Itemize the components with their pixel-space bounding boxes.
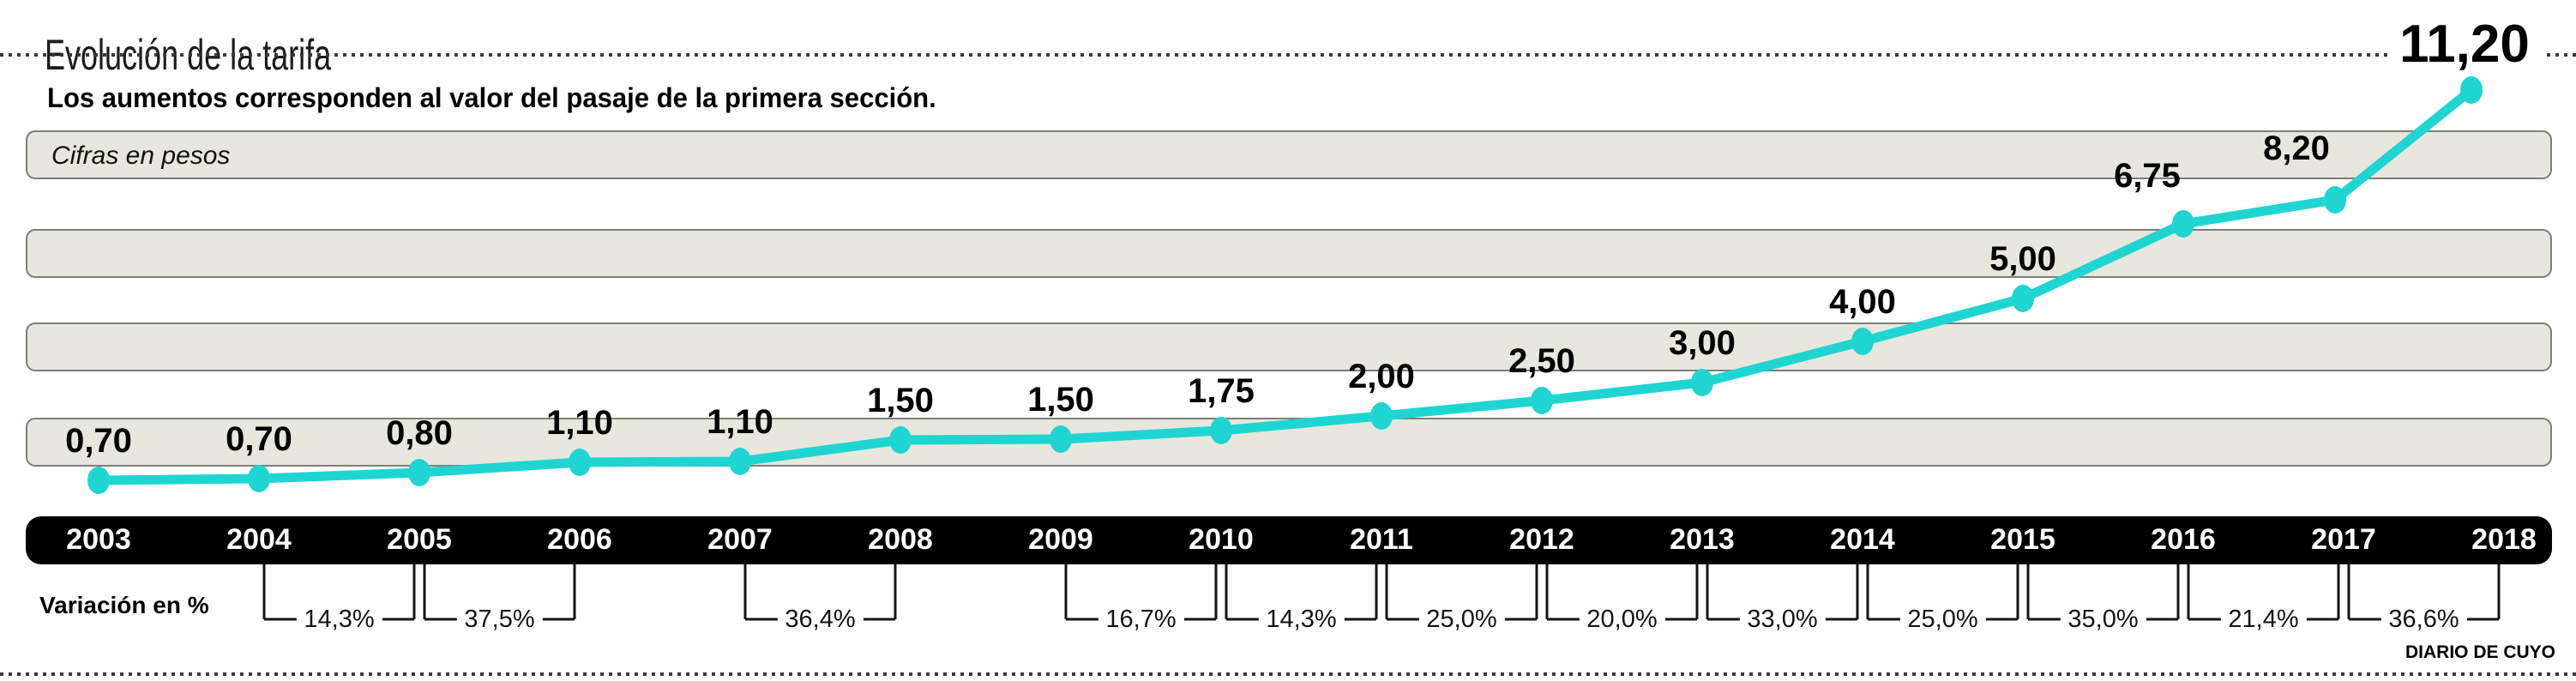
- units-note: Cifras en pesos: [51, 142, 231, 170]
- pct-change-label-2004-2005: 14,3%: [296, 605, 382, 634]
- fare-value-label-2005: 0,80: [386, 414, 453, 452]
- fare-point-2007: [729, 448, 751, 475]
- fare-value-label-2010: 1,75: [1188, 372, 1255, 410]
- fare-value-label-2009: 1,50: [1027, 381, 1094, 419]
- fare-value-label-2018: 11,20: [2387, 18, 2542, 71]
- year-label-2016: 2016: [2151, 523, 2216, 556]
- pct-change-label-2007-2008: 36,4%: [777, 605, 864, 634]
- fare-point-2015: [2012, 285, 2034, 312]
- year-label-2007: 2007: [707, 523, 773, 556]
- fare-value-label-2014: 4,00: [1829, 283, 1896, 321]
- pct-change-label-2009-2010: 16,7%: [1098, 605, 1184, 634]
- year-label-2005: 2005: [387, 523, 452, 556]
- fare-point-2005: [408, 459, 430, 486]
- fare-value-label-2013: 3,00: [1669, 324, 1736, 362]
- fare-value-label-2003: 0,70: [65, 422, 132, 460]
- fare-point-2016: [2172, 210, 2194, 238]
- year-label-2004: 2004: [226, 523, 292, 556]
- pct-change-label-2011-2012: 25,0%: [1418, 605, 1505, 634]
- pct-change-label-2012-2013: 20,0%: [1579, 605, 1665, 634]
- pct-change-label-2010-2011: 14,3%: [1258, 605, 1345, 634]
- fare-value-label-2008: 1,50: [867, 382, 934, 419]
- top-dotted-rule: [0, 53, 2576, 57]
- years-axis-bar: [26, 516, 2552, 564]
- fare-point-2014: [1851, 328, 1874, 355]
- year-label-2008: 2008: [868, 523, 933, 556]
- fare-point-2009: [1050, 425, 1072, 453]
- year-label-2012: 2012: [1509, 523, 1574, 556]
- chart-subtitle: Los aumentos corresponden al valor del p…: [47, 82, 936, 113]
- variation-label: Variación en %: [39, 592, 209, 618]
- fare-value-label-2004: 0,70: [226, 420, 292, 458]
- pct-change-label-2017-2018: 36,6%: [2380, 605, 2467, 634]
- fare-value-label-2016: 6,75: [2114, 157, 2181, 195]
- year-label-2018: 2018: [2471, 523, 2537, 556]
- background-stripe-3: [26, 322, 2552, 371]
- fare-point-2010: [1210, 417, 1232, 444]
- fare-point-2018: [2460, 76, 2483, 104]
- fare-point-2003: [87, 467, 110, 494]
- fare-value-label-2015: 5,00: [1989, 240, 2056, 278]
- fare-point-2006: [569, 449, 591, 476]
- source-credit: DIARIO DE CUYO: [2404, 642, 2555, 662]
- year-label-2014: 2014: [1830, 523, 1895, 556]
- fare-point-2008: [889, 426, 912, 454]
- background-stripe-2: [26, 229, 2552, 278]
- fare-line: [98, 86, 2475, 485]
- year-label-2010: 2010: [1189, 523, 1254, 556]
- year-label-2015: 2015: [1990, 523, 2055, 556]
- year-label-2017: 2017: [2311, 523, 2376, 556]
- fare-point-2004: [248, 465, 270, 492]
- year-label-2013: 2013: [1670, 523, 1735, 556]
- fare-point-2011: [1370, 402, 1393, 430]
- year-label-2009: 2009: [1028, 523, 1093, 556]
- pct-change-label-2014-2015: 25,0%: [1899, 605, 1986, 634]
- year-label-2011: 2011: [1350, 523, 1413, 556]
- bottom-dotted-rule: [0, 672, 2576, 676]
- pct-change-label-2016-2017: 21,4%: [2220, 605, 2307, 634]
- fare-value-label-2011: 2,00: [1348, 358, 1415, 395]
- pct-change-label-2013-2014: 33,0%: [1739, 605, 1826, 634]
- year-label-2006: 2006: [547, 523, 612, 556]
- fare-value-label-2007: 1,10: [707, 403, 773, 441]
- fare-point-2017: [2324, 186, 2346, 214]
- fare-value-label-2017: 8,20: [2263, 130, 2330, 167]
- fare-value-label-2006: 1,10: [546, 404, 613, 442]
- fare-point-2012: [1531, 387, 1553, 414]
- background-stripe-1: [26, 130, 2552, 179]
- year-label-2003: 2003: [66, 523, 131, 556]
- fare-value-label-2012: 2,50: [1508, 342, 1575, 380]
- pct-change-label-2005-2006: 37,5%: [456, 605, 543, 634]
- fare-point-2013: [1691, 369, 1713, 396]
- pct-change-label-2015-2016: 35,0%: [2060, 605, 2146, 634]
